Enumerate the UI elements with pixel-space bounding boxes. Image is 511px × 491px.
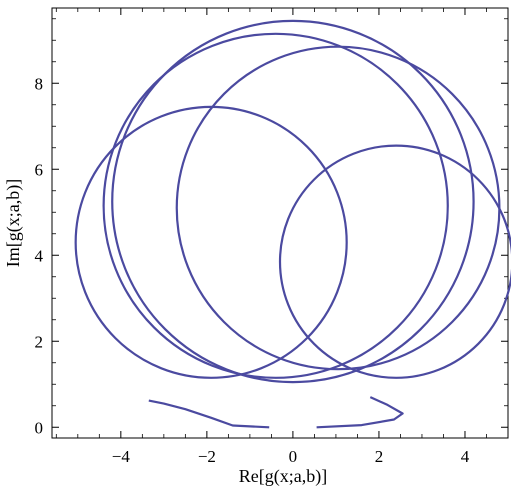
curve-loop	[111, 19, 475, 384]
y-tick-label: 8	[35, 74, 44, 93]
y-axis-label: Im[g(x;a,b)]	[3, 179, 24, 267]
x-tick-label: −4	[112, 447, 131, 466]
curve-loop	[102, 32, 449, 379]
axis-ticks: −4 −2 0 2 4 0 2 4 6 8	[35, 8, 509, 466]
x-tick-label: −2	[198, 447, 216, 466]
x-tick-label: 0	[289, 447, 298, 466]
curve-loop	[278, 144, 511, 379]
plot-frame	[51, 7, 509, 439]
curve-tail-right	[316, 396, 404, 429]
y-tick-label: 4	[35, 246, 44, 265]
y-tick-label: 6	[35, 160, 44, 179]
y-tick-label: 2	[35, 332, 44, 351]
x-tick-label: 2	[375, 447, 384, 466]
curve-tail-left	[148, 399, 270, 429]
y-tick-label: 0	[35, 418, 44, 437]
curve-loop	[175, 45, 501, 371]
curve-group	[74, 19, 511, 429]
x-tick-label: 4	[461, 447, 470, 466]
x-axis-label: Re[g(x;a,b)]	[239, 466, 327, 487]
